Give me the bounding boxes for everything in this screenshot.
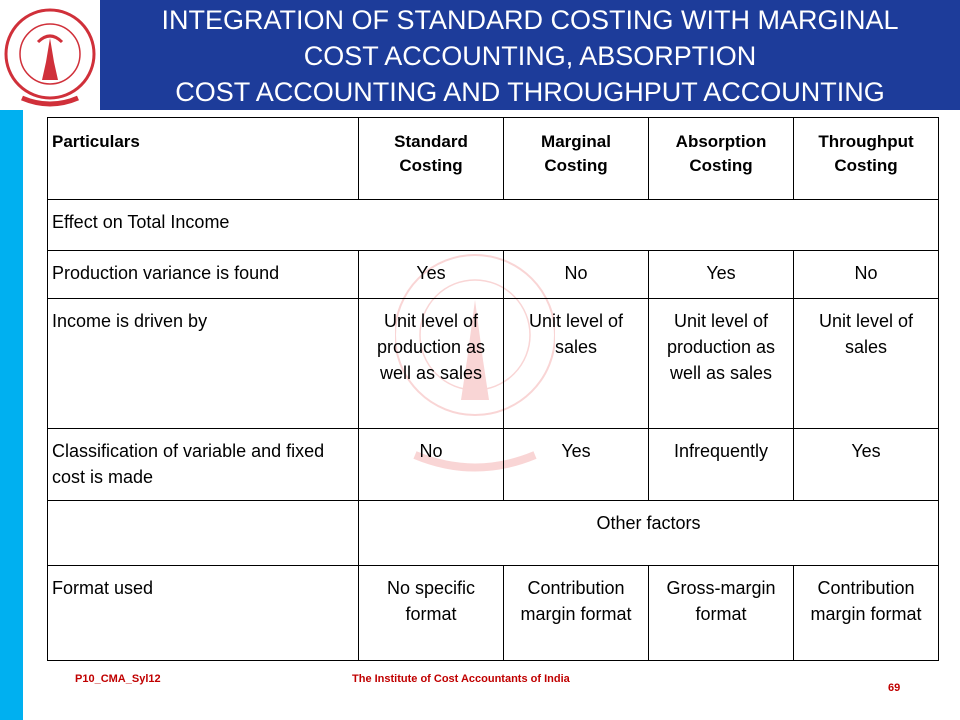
table-row: Effect on Total Income — [47, 199, 939, 251]
cell: No specific format — [358, 565, 504, 661]
cell: Yes — [793, 428, 939, 501]
section-cell: Effect on Total Income — [47, 199, 939, 251]
cell: No — [358, 428, 504, 501]
title: INTEGRATION OF STANDARD COSTING WITH MAR… — [100, 2, 960, 110]
row-label: Classification of variable and fixed cos… — [47, 428, 359, 501]
page-number: 69 — [888, 682, 901, 694]
title-line: COST ACCOUNTING AND THROUGHPUT ACCOUNTIN… — [175, 77, 885, 107]
row-label: Format used — [47, 565, 359, 661]
cell: Gross-margin format — [648, 565, 794, 661]
cell: Unit level of production as well as sale… — [648, 298, 794, 429]
column-header: Marginal Costing — [503, 117, 649, 200]
cell: Yes — [358, 250, 504, 299]
column-header: Absorption Costing — [648, 117, 794, 200]
side-strip — [0, 110, 23, 720]
cell: Yes — [503, 428, 649, 501]
cell: Unit level of production as well as sale… — [358, 298, 504, 429]
title-band — [100, 0, 960, 110]
cell: No — [503, 250, 649, 299]
column-header: Particulars — [47, 117, 359, 200]
cell: Contribution margin format — [503, 565, 649, 661]
cell: Contribution margin format — [793, 565, 939, 661]
cell: Unit level of sales — [503, 298, 649, 429]
row-label: Income is driven by — [47, 298, 359, 429]
table-row: Other factors — [47, 500, 939, 566]
cell: Unit level of sales — [793, 298, 939, 429]
column-header: Standard Costing — [358, 117, 504, 200]
subsection-cell: Other factors — [358, 500, 939, 566]
footer-institute: The Institute of Cost Accountants of Ind… — [352, 673, 570, 685]
header-row: Particulars Standard Costing Marginal Cost… — [47, 117, 939, 200]
cell: Yes — [648, 250, 794, 299]
row-label: Production variance is found — [47, 250, 359, 299]
footer-code: P10_CMA_Syl12 — [75, 673, 161, 685]
comparison-table: Particulars Standard Costing Marginal Cost… — [47, 117, 939, 661]
table-row: Classification of variable and fixed cos… — [47, 428, 939, 501]
table-row: Format used No specific format Contributio… — [47, 565, 939, 661]
cell: Infrequently — [648, 428, 794, 501]
table-row: Production variance is found Yes No Yes No — [47, 250, 939, 299]
cell: No — [793, 250, 939, 299]
title-line: COST ACCOUNTING, ABSORPTION — [303, 41, 757, 71]
empty-cell — [47, 500, 359, 566]
title-line: INTEGRATION OF STANDARD COSTING WITH MAR… — [161, 5, 899, 35]
table-row: Income is driven by Unit level of product… — [47, 298, 939, 429]
column-header: Throughput Costing — [793, 117, 939, 200]
logo — [4, 8, 96, 107]
